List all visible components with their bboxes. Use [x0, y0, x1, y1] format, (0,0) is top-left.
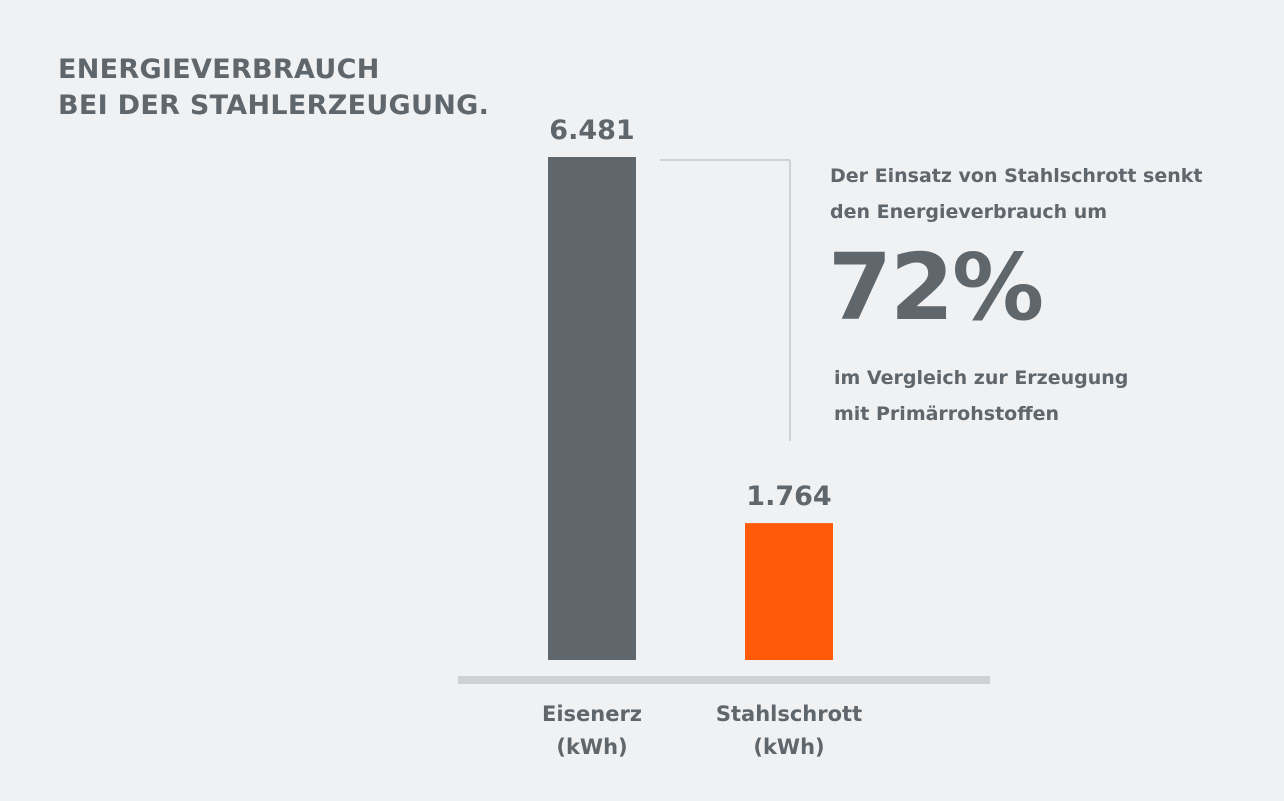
value-label: 6.481 — [549, 115, 634, 146]
annotation-outro: im Vergleich zur Erzeugung mit Primärroh… — [834, 360, 1128, 432]
annotation-intro: Der Einsatz von Stahlschrott senkt den E… — [830, 158, 1203, 230]
annotation-intro-line-1: Der Einsatz von Stahlschrott senkt — [830, 165, 1203, 187]
annotation-outro-line-1: im Vergleich zur Erzeugung — [834, 367, 1129, 389]
x-axis-baseline — [458, 676, 990, 684]
annotation-outro-line-2: mit Primärrohstoffen — [834, 403, 1060, 425]
chart-title: ENERGIEVERBRAUCH BEI DER STAHLERZEUGUNG. — [58, 52, 489, 124]
chart-title-line-1: ENERGIEVERBRAUCH — [58, 54, 380, 85]
chart-title-line-2: BEI DER STAHLERZEUGUNG. — [58, 90, 490, 121]
annotation-percent: 72% — [828, 234, 1044, 341]
bar-0 — [548, 157, 636, 660]
category-label: (kWh) — [556, 735, 627, 759]
category-label: Stahlschrott — [716, 702, 862, 726]
value-label: 1.764 — [746, 481, 831, 512]
bar-1 — [745, 523, 833, 660]
category-label: (kWh) — [753, 735, 824, 759]
category-label: Eisenerz — [542, 702, 642, 726]
annotation-intro-line-2: den Energieverbrauch um — [830, 201, 1108, 223]
